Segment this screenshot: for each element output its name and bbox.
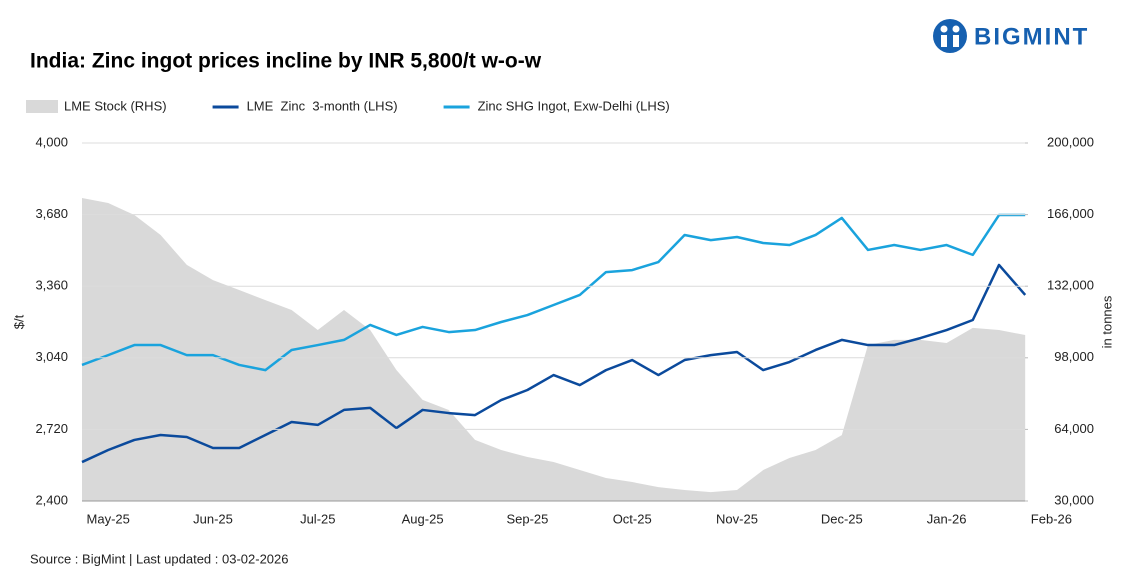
x-tick-label: Nov-25 [716,511,758,526]
legend-label: Zinc SHG Ingot, Exw-Delhi (LHS) [478,98,670,113]
brand: BIGMINT [974,23,1089,50]
x-tick-label: Feb-26 [1031,511,1072,526]
legend-label: LME Zinc 3-month (LHS) [247,98,398,113]
y2-tick-label: 132,000 [1047,278,1094,293]
y2-axis-label: in tonnes [1099,295,1114,348]
legend-swatch [26,100,58,113]
y-tick-label: 3,680 [35,206,68,221]
chart-title: India: Zinc ingot prices incline by INR … [30,50,542,73]
source: Source : BigMint | Last updated : 03-02-… [30,551,288,566]
line [81,213,1026,372]
y2-tick-label: 200,000 [1047,134,1094,149]
legend-label: LME Stock (RHS) [64,98,167,113]
x-tick-label: Dec-25 [821,511,863,526]
y-tick-label: 2,720 [35,421,68,436]
y-tick-label: 3,360 [35,278,68,293]
y-tick-label: 3,040 [35,349,68,364]
x-tick-label: May-25 [87,511,130,526]
logo: BIGMINT [933,19,1089,53]
line [81,263,1027,464]
y-tick-label: 2,400 [35,492,68,507]
y2-tick-label: 30,000 [1054,492,1094,507]
plot-area [81,197,1027,501]
x-tick-label: Sep-25 [506,511,548,526]
area [82,197,1026,501]
y-axis-label: $/t [11,314,26,329]
x-tick-label: Jan-26 [927,511,967,526]
x-tick-label: Oct-25 [613,511,652,526]
x-tick-label: Jul-25 [300,511,335,526]
y2-tick-label: 98,000 [1054,349,1094,364]
x-tick-label: Aug-25 [402,511,444,526]
y2-tick-label: 166,000 [1047,206,1094,221]
x-tick-label: Jun-25 [193,511,233,526]
y2-tick-label: 64,000 [1054,421,1094,436]
y-tick-label: 4,000 [35,134,68,149]
logo-icon [933,19,967,53]
